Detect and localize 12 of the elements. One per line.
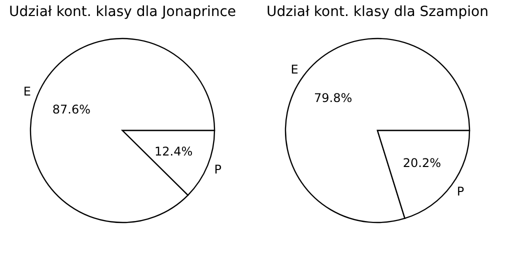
data-label: 20.2% [402,156,442,170]
slice-label: P [214,162,222,177]
chart-title: Udział kont. klasy dla Jonaprince [8,4,236,20]
slice-label: E [23,84,31,98]
data-label: 12.4% [154,144,193,158]
slice-label: P [456,184,464,199]
pie-slice [285,38,470,224]
pie-slice [30,38,216,224]
data-label: 79.8% [314,90,352,105]
data-label: 87.6% [52,102,90,117]
slice-label: E [290,62,298,76]
chart-title: Udział kont. klasy dla Szampion [266,4,488,20]
